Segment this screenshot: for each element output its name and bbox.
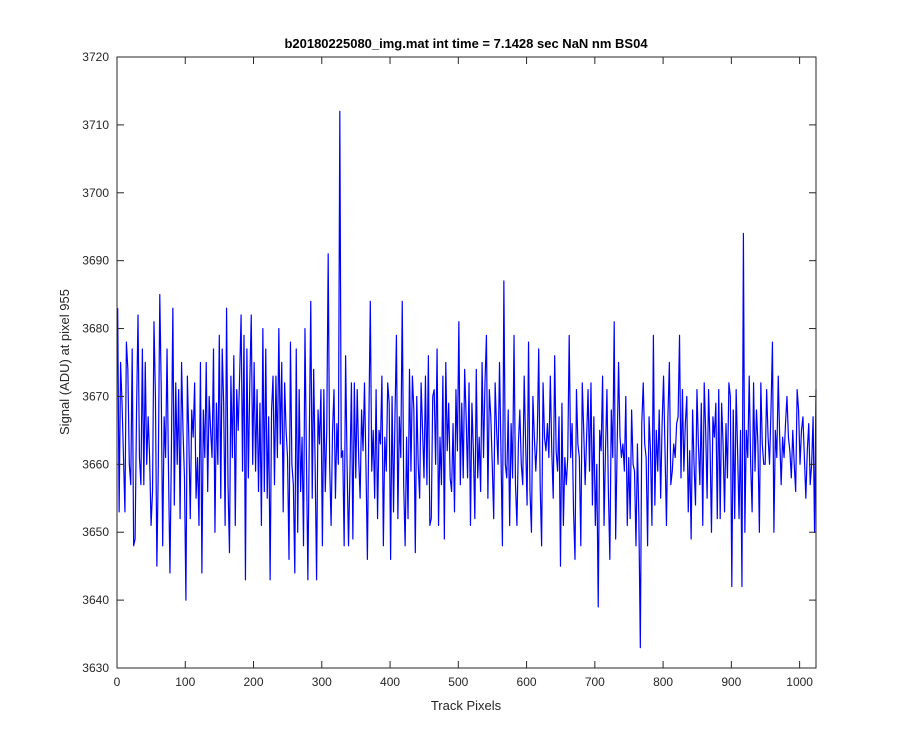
x-tick-label: 900 bbox=[721, 675, 741, 689]
data-layer bbox=[117, 110, 817, 649]
y-tick-label: 3640 bbox=[82, 593, 109, 607]
y-tick-label: 3690 bbox=[82, 254, 109, 268]
x-tick-label: 1000 bbox=[786, 675, 813, 689]
y-tick-label: 3670 bbox=[82, 389, 109, 403]
y-tick-label: 3710 bbox=[82, 118, 109, 132]
x-tick-label: 400 bbox=[380, 675, 400, 689]
y-tick-label: 3630 bbox=[82, 661, 109, 675]
x-tick-label: 300 bbox=[312, 675, 332, 689]
x-tick-label: 200 bbox=[244, 675, 264, 689]
x-axis-ticks: 0 100 200 300 400 500 600 700 800 900 1000 bbox=[114, 57, 813, 689]
y-tick-label: 3660 bbox=[82, 457, 109, 471]
y-tick-label: 3720 bbox=[82, 50, 109, 64]
x-tick-label: 800 bbox=[653, 675, 673, 689]
x-tick-label: 600 bbox=[517, 675, 537, 689]
y-axis-ticks: 3630 3640 3650 3660 3670 3680 3690 3700 3710 3720 bbox=[82, 50, 816, 675]
y-tick-label: 3700 bbox=[82, 186, 109, 200]
x-tick-label: 100 bbox=[175, 675, 195, 689]
y-tick-label: 3650 bbox=[82, 525, 109, 539]
x-tick-label: 0 bbox=[114, 675, 121, 689]
x-tick-label: 500 bbox=[448, 675, 468, 689]
y-tick-label: 3680 bbox=[82, 322, 109, 336]
plot-frame bbox=[116, 56, 817, 669]
x-axis-label: Track Pixels bbox=[431, 698, 502, 713]
x-tick-label: 700 bbox=[585, 675, 605, 689]
series-line-0 bbox=[117, 110, 817, 649]
y-axis-label: Signal (ADU) at pixel 955 bbox=[57, 289, 72, 435]
chart-title: b20180225080_img.mat int time = 7.1428 s… bbox=[284, 36, 648, 51]
